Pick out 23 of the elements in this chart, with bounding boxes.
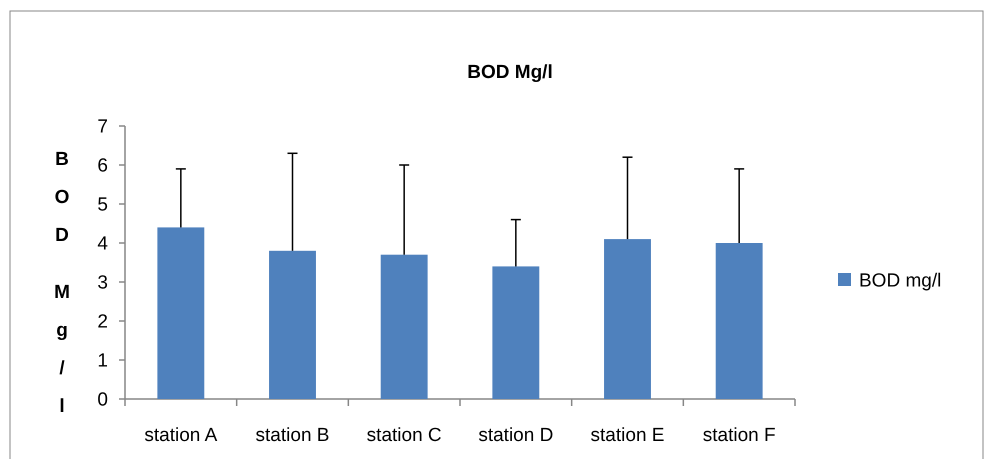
text: BOD Mg/l	[54, 149, 70, 417]
x-tick-label: station D	[478, 425, 554, 446]
bar	[380, 254, 428, 399]
chart-title: BOD Mg/l	[467, 62, 553, 83]
x-tick-label: station A	[144, 425, 218, 446]
y-tick-label: 3	[97, 272, 108, 294]
y-tick-label: 0	[97, 390, 108, 411]
y-tick-label: 4	[97, 234, 108, 255]
y-tick-label: 5	[97, 194, 108, 216]
bar	[604, 239, 651, 399]
x-tick-label: station E	[590, 425, 664, 446]
x-tick-label: station B	[256, 425, 330, 446]
y-tick-label: 2	[97, 312, 108, 333]
legend-label: BOD mg/l	[859, 270, 942, 292]
bar	[269, 250, 316, 399]
x-tick-label: station C	[366, 425, 442, 446]
bar	[716, 243, 763, 399]
y-tick-label: 6	[97, 156, 108, 177]
y-tick-label: 7	[97, 116, 108, 138]
y-tick-label: 1	[97, 350, 108, 372]
bar	[492, 266, 540, 399]
bar	[157, 227, 204, 399]
x-tick-label: station F	[702, 425, 776, 446]
